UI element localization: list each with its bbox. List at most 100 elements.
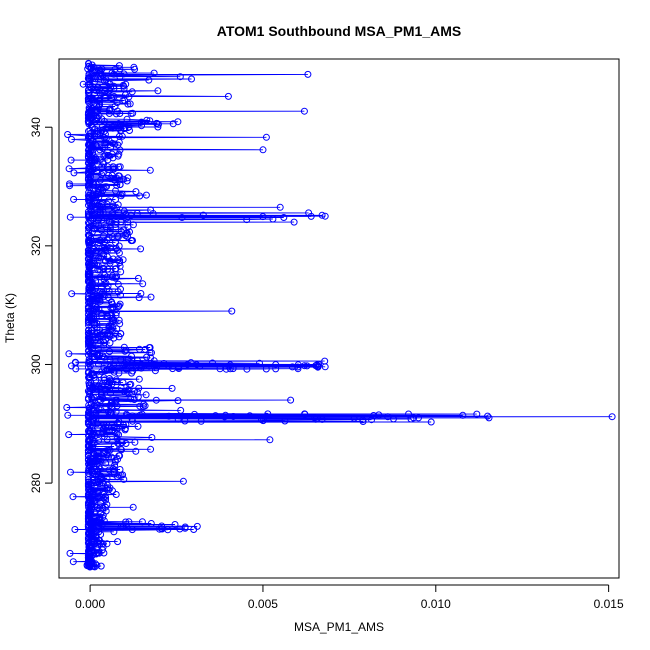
data-point: [300, 107, 308, 115]
data-point: [147, 445, 155, 453]
data-point: [375, 411, 383, 419]
data-point: [303, 362, 311, 370]
data-point: [105, 197, 112, 205]
data-point: [98, 312, 105, 320]
data-point: [111, 466, 119, 474]
data-point: [154, 87, 162, 95]
data-point: [165, 412, 173, 420]
data-point: [141, 402, 149, 410]
data-point: [112, 196, 119, 203]
data-point: [258, 416, 265, 424]
data-point: [111, 103, 119, 110]
data-point: [128, 526, 136, 534]
data-point: [97, 472, 105, 480]
data-point: [216, 365, 224, 373]
data-point: [150, 69, 158, 77]
data-point: [183, 361, 191, 369]
data-point: [109, 202, 117, 210]
data-point: [107, 144, 114, 151]
data-point: [229, 413, 237, 420]
data-point: [69, 493, 77, 501]
data-point: [112, 309, 120, 317]
data-point: [103, 501, 111, 508]
data-point: [92, 238, 100, 246]
data-point: [143, 116, 151, 124]
data-point: [116, 181, 124, 188]
data-point: [108, 398, 116, 406]
data-point: [608, 413, 616, 421]
data-point: [128, 88, 136, 96]
y-tick-label: 280: [29, 473, 43, 493]
data-point: [100, 353, 108, 361]
data-point: [106, 244, 114, 252]
data-point: [123, 115, 131, 123]
data-point: [109, 255, 117, 263]
data-point: [197, 417, 205, 425]
data-point: [181, 523, 189, 531]
data-point: [124, 218, 132, 226]
data-point: [63, 404, 71, 411]
data-point: [225, 362, 233, 370]
data-point: [262, 133, 270, 141]
data-point: [66, 549, 74, 557]
data-point: [102, 76, 110, 84]
data-point: [196, 362, 204, 370]
data-point: [90, 245, 98, 253]
plot-frame: [58, 58, 620, 579]
data-point: [98, 65, 106, 73]
data-point: [359, 416, 367, 424]
data-point: [139, 280, 147, 288]
data-point: [84, 455, 92, 463]
data-point: [109, 122, 117, 130]
y-tick-label: 300: [29, 354, 43, 374]
data-point: [66, 180, 73, 188]
data-point: [112, 187, 119, 195]
data-point: [122, 211, 130, 219]
data-point: [124, 389, 132, 397]
data-point: [100, 152, 108, 160]
data-point: [145, 76, 153, 84]
data-point: [107, 453, 115, 461]
data-point: [97, 273, 104, 281]
data-point: [90, 394, 98, 402]
data-point: [110, 93, 118, 100]
data-point: [123, 177, 131, 185]
data-point: [301, 410, 309, 418]
data-point: [115, 120, 123, 127]
data-point: [100, 292, 108, 300]
data-point: [115, 316, 123, 324]
data-point: [318, 415, 326, 423]
data-point: [104, 265, 112, 273]
data-point: [99, 429, 107, 437]
data-point: [410, 414, 418, 422]
data-point: [114, 439, 122, 447]
data-point: [88, 259, 96, 267]
data-point: [103, 183, 110, 191]
data-point: [125, 93, 133, 101]
data-point: [138, 518, 146, 526]
data-point: [96, 513, 104, 521]
data-point: [226, 361, 234, 369]
data-point: [116, 163, 124, 171]
data-point: [68, 135, 75, 143]
data-point: [106, 311, 114, 319]
data-point: [152, 396, 160, 404]
data-point: [262, 365, 270, 373]
data-point: [121, 347, 129, 355]
data-point: [136, 192, 144, 200]
data-point: [136, 345, 143, 353]
data-point: [135, 375, 143, 383]
data-point: [142, 191, 150, 199]
data-point: [65, 165, 73, 173]
data-point: [95, 472, 103, 480]
data-point: [459, 411, 467, 419]
data-point: [276, 203, 284, 211]
data-point: [130, 63, 138, 71]
data-point: [98, 243, 106, 251]
data-point: [146, 349, 154, 357]
data-point: [321, 357, 329, 365]
data-point: [84, 351, 92, 359]
data-point: [89, 369, 97, 377]
data-point: [95, 382, 103, 390]
